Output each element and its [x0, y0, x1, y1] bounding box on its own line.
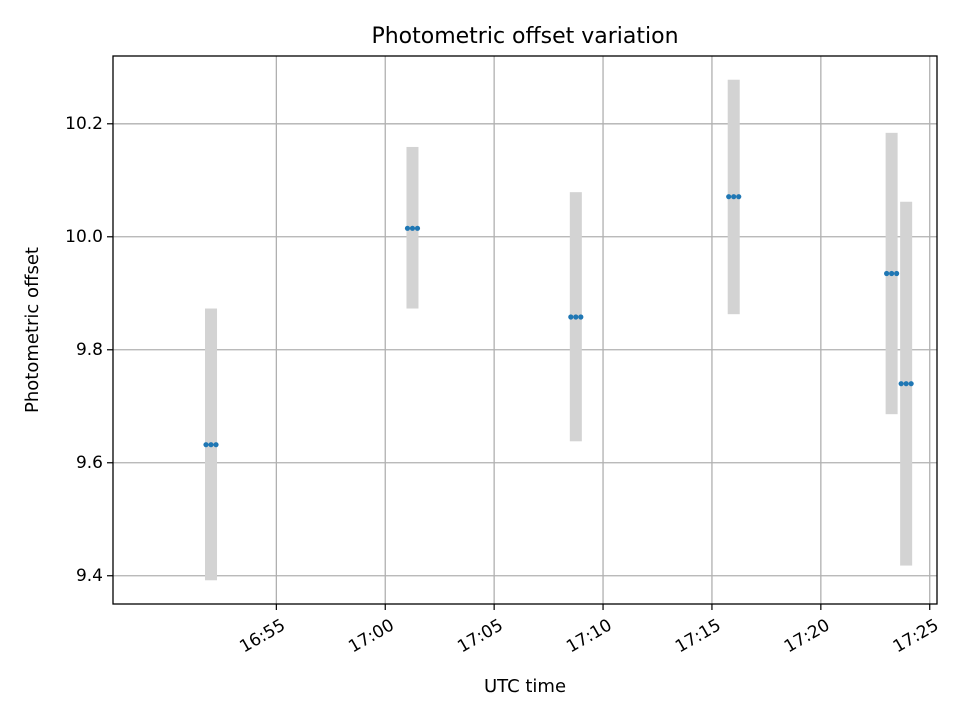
data-point-marker	[573, 314, 579, 320]
data-point-marker	[409, 225, 416, 231]
y-axis-label: Photometric offset	[22, 247, 43, 413]
y-tick-label: 9.4	[76, 566, 103, 586]
data-point-marker	[889, 270, 895, 277]
chart-title: Photometric offset variation	[371, 24, 678, 49]
y-tick-label: 9.8	[76, 340, 103, 360]
data-point-marker	[578, 314, 584, 320]
y-tick-label: 9.6	[76, 453, 103, 473]
y-tick-label: 10.0	[65, 227, 103, 247]
data-point-marker	[414, 225, 421, 231]
data-point-marker	[731, 194, 737, 200]
data-point-marker	[213, 442, 219, 448]
data-point-marker	[203, 442, 209, 448]
data-point-marker	[736, 194, 742, 200]
data-point-marker	[404, 225, 411, 231]
axes-frame	[112, 55, 938, 605]
y-tick-label: 10.2	[65, 114, 103, 134]
data-point-marker	[898, 381, 904, 387]
data-point-marker	[208, 442, 214, 448]
data-point-marker	[903, 381, 909, 387]
data-point-marker	[894, 270, 900, 277]
x-axis-label: UTC time	[484, 676, 566, 697]
data-point-marker	[884, 270, 890, 277]
data-point-marker	[908, 381, 914, 387]
data-point-marker	[568, 314, 574, 320]
data-point-marker	[726, 194, 732, 200]
